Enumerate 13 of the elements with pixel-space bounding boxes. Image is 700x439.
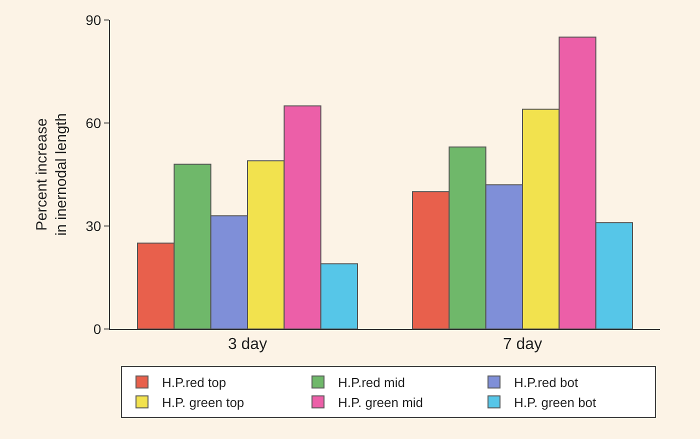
legend-label: H.P. green top: [162, 395, 244, 410]
legend-label: H.P. green mid: [338, 395, 424, 410]
legend-label: H.P. green bot: [514, 395, 597, 410]
y-tick-label: 90: [86, 12, 102, 28]
legend-label: H.P.red top: [162, 375, 226, 390]
legend-label: H.P.red mid: [338, 375, 405, 390]
x-tick-label: 7 day: [502, 336, 542, 354]
y-tick-label: 30: [86, 218, 102, 234]
x-tick-label: 3 day: [228, 336, 268, 354]
legend-label: H.P.red bot: [514, 375, 578, 390]
y-axis-title: Percent increase in inernodal length: [33, 113, 70, 236]
y-tick-label: 60: [86, 114, 102, 131]
y-tick-label: 0: [93, 320, 102, 337]
